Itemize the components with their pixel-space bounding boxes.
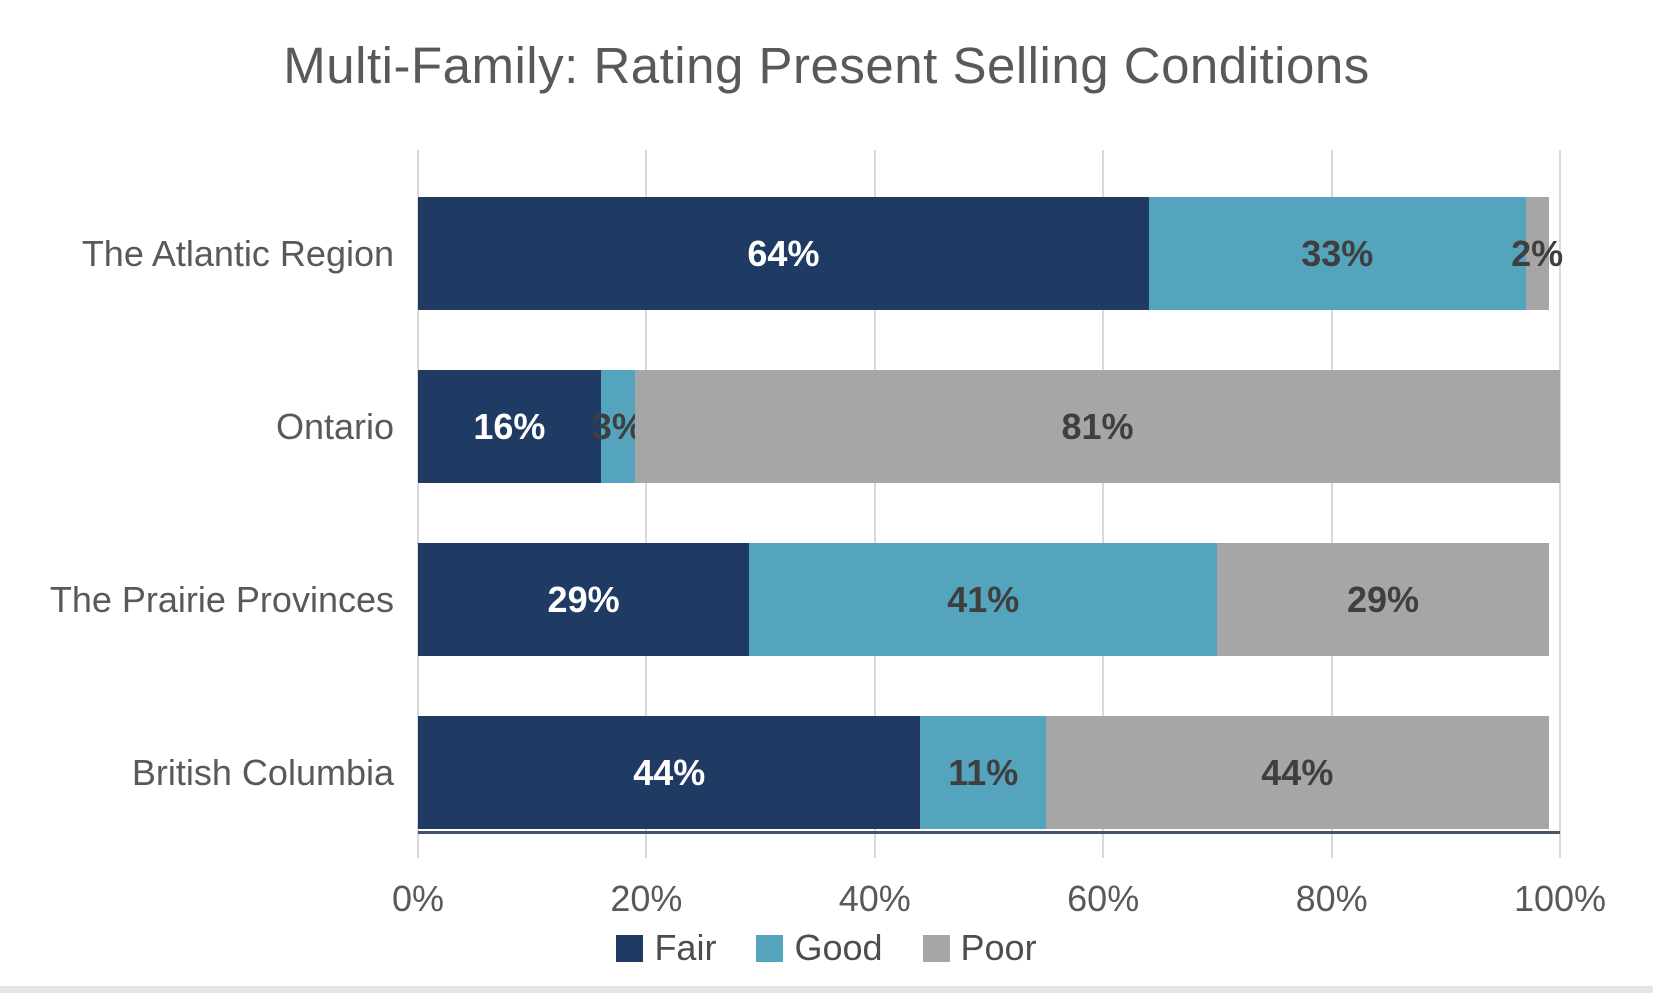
bar-label: 81% (1061, 405, 1134, 447)
tick-mark (873, 832, 876, 858)
bar-label: 44% (1261, 751, 1334, 793)
bar-segment-poor: 44% (1046, 716, 1549, 829)
tick-mark (645, 832, 648, 858)
bar-segment-fair: 64% (418, 197, 1149, 310)
bar-segment-good: 41% (749, 543, 1218, 656)
bar-segment-fair: 29% (418, 543, 750, 656)
legend-swatch-fair (616, 934, 644, 962)
bar-label: 64% (747, 232, 820, 274)
gridline (873, 150, 876, 832)
tick-mark (1330, 832, 1333, 858)
bar-segment-poor: 29% (1217, 543, 1549, 656)
x-axis-tick-label: 80% (1295, 878, 1368, 919)
category-label: The Prairie Provinces (49, 578, 394, 620)
bar-label: 33% (1301, 232, 1374, 274)
category-axis: The Atlantic Region Ontario The Prairie Pr… (0, 150, 394, 832)
legend-label: Good (794, 927, 883, 968)
bar-row: 44% 11% 44% (418, 716, 1560, 829)
x-axis-tick-label: 100% (1513, 878, 1607, 919)
bar-label: 16% (473, 405, 546, 447)
gridline (417, 150, 419, 832)
bar-label: 29% (1346, 578, 1419, 620)
bar-segment-fair: 16% (418, 370, 601, 483)
bar-segment-poor: 81% (634, 370, 1560, 483)
bar-label: 41% (947, 578, 1020, 620)
bar-segment-good: 33% (1148, 197, 1526, 310)
legend-swatch-poor (922, 934, 950, 962)
bar-label: 44% (633, 751, 706, 793)
tick-mark (417, 832, 419, 858)
bar-segment-poor: 2% (1511, 197, 1563, 310)
legend-swatch-good (756, 934, 784, 962)
bar-row: 29% 41% 29% (418, 543, 1560, 656)
bar-segment-fair: 44% (418, 716, 921, 829)
legend-item: Good (756, 927, 883, 969)
x-axis-line (418, 831, 1560, 834)
bar-label: 11% (948, 751, 1019, 793)
legend-label: Fair (654, 927, 717, 968)
x-axis: 0% 20% 40% 60% 80% 100% (392, 878, 1606, 924)
bar-row: 64% 33% 2% (418, 197, 1563, 310)
gridline (1102, 150, 1105, 832)
gridline (645, 150, 648, 832)
gridline (1559, 150, 1561, 832)
category-label: British Columbia (131, 751, 394, 793)
gridline (1330, 150, 1333, 832)
plot-area: 64% 33% 2% 16% 3% 81% 29% 41% 29% 44% 11% 44% (417, 150, 1563, 858)
bar-segment-good: 11% (920, 716, 1047, 829)
legend-item: Poor (922, 927, 1037, 969)
bar-segment-good: 3% (592, 370, 644, 483)
legend-item: Fair (616, 927, 716, 969)
category-label: The Atlantic Region (81, 232, 394, 274)
tick-mark (1559, 832, 1561, 858)
x-axis-tick-label: 40% (838, 878, 911, 919)
bar-row: 16% 3% 81% (418, 370, 1560, 483)
legend: Fair Good Poor (0, 927, 1653, 969)
x-axis-tick-label: 0% (391, 878, 445, 919)
bar-label: 2% (1511, 232, 1564, 274)
category-label: Ontario (275, 405, 394, 447)
legend-label: Poor (960, 927, 1037, 968)
x-axis-tick-label: 60% (1067, 878, 1140, 919)
screenshot-bottom-edge (0, 986, 1653, 993)
tick-mark (1102, 832, 1105, 858)
chart-title: Multi-Family: Rating Present Selling Con… (283, 37, 1370, 94)
x-axis-tick-label: 20% (610, 878, 683, 919)
bar-label: 29% (547, 578, 620, 620)
